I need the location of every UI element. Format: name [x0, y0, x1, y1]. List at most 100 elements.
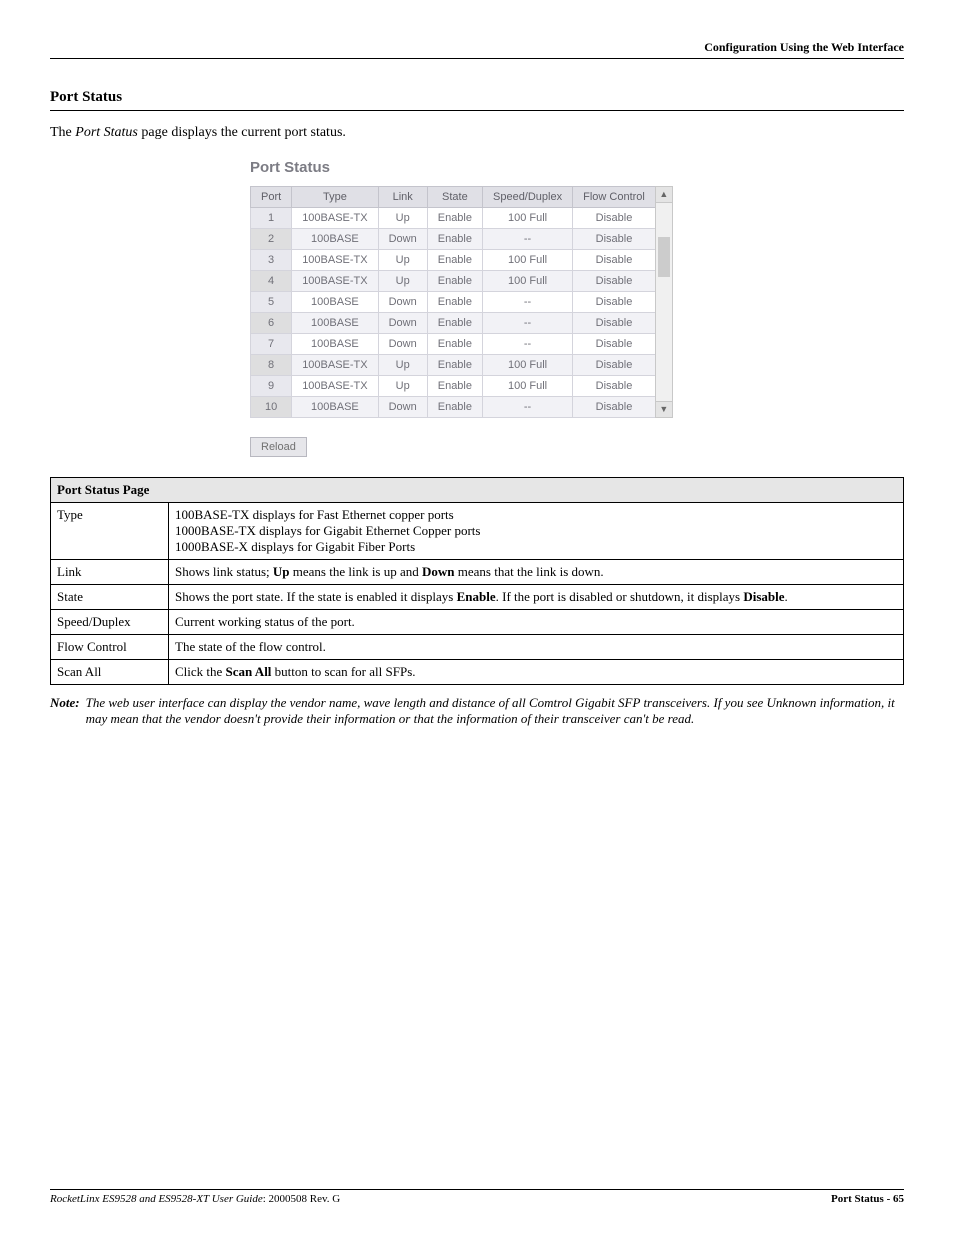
- table-cell: Enable: [427, 292, 482, 313]
- table-row: 5100BASEDownEnable--Disable: [251, 292, 656, 313]
- desc-type-text: 100BASE-TX displays for Fast Ethernet co…: [169, 503, 904, 560]
- desc-scan-label: Scan All: [51, 660, 169, 685]
- table-cell: 2: [251, 229, 292, 250]
- table-cell: Enable: [427, 355, 482, 376]
- table-cell: Disable: [573, 229, 656, 250]
- col-flow-control: Flow Control: [573, 187, 656, 208]
- table-cell: Up: [378, 376, 427, 397]
- table-cell: 100BASE: [292, 313, 378, 334]
- table-row: 2100BASEDownEnable--Disable: [251, 229, 656, 250]
- footer-right: Port Status - 65: [831, 1193, 904, 1205]
- footer-left: RocketLinx ES9528 and ES9528-XT User Gui…: [50, 1193, 340, 1205]
- page-header: Configuration Using the Web Interface: [50, 40, 904, 59]
- table-cell: 100 Full: [483, 355, 573, 376]
- col-link: Link: [378, 187, 427, 208]
- table-cell: Enable: [427, 229, 482, 250]
- table-cell: Disable: [573, 376, 656, 397]
- table-cell: --: [483, 229, 573, 250]
- table-row: 3100BASE-TXUpEnable100 FullDisable: [251, 250, 656, 271]
- table-cell: Enable: [427, 397, 482, 418]
- desc-type-l2: 1000BASE-TX displays for Gigabit Etherne…: [175, 523, 897, 539]
- table-cell: Disable: [573, 292, 656, 313]
- table-cell: 9: [251, 376, 292, 397]
- desc-speed-text: Current working status of the port.: [169, 610, 904, 635]
- page-footer: RocketLinx ES9528 and ES9528-XT User Gui…: [50, 1189, 904, 1205]
- table-cell: 6: [251, 313, 292, 334]
- table-cell: Enable: [427, 313, 482, 334]
- table-row: 10100BASEDownEnable--Disable: [251, 397, 656, 418]
- section-title: Port Status: [50, 89, 904, 111]
- table-cell: Disable: [573, 271, 656, 292]
- table-cell: 100BASE: [292, 229, 378, 250]
- reload-button[interactable]: Reload: [250, 437, 307, 457]
- table-cell: Up: [378, 208, 427, 229]
- table-cell: 10: [251, 397, 292, 418]
- table-cell: 100 Full: [483, 376, 573, 397]
- col-state: State: [427, 187, 482, 208]
- table-row: 4100BASE-TXUpEnable100 FullDisable: [251, 271, 656, 292]
- table-cell: 100BASE-TX: [292, 271, 378, 292]
- desc-speed-label: Speed/Duplex: [51, 610, 169, 635]
- intro-suffix: page displays the current port status.: [138, 125, 346, 140]
- table-cell: 100BASE-TX: [292, 250, 378, 271]
- desc-scan-text: Click the Scan All button to scan for al…: [169, 660, 904, 685]
- note-text: The web user interface can display the v…: [86, 695, 904, 727]
- table-cell: 100BASE: [292, 292, 378, 313]
- table-cell: 100 Full: [483, 208, 573, 229]
- table-cell: Disable: [573, 334, 656, 355]
- desc-type-label: Type: [51, 503, 169, 560]
- table-cell: 3: [251, 250, 292, 271]
- table-cell: Up: [378, 271, 427, 292]
- note-label: Note:: [50, 695, 80, 727]
- table-cell: --: [483, 334, 573, 355]
- table-cell: 100BASE-TX: [292, 355, 378, 376]
- table-cell: 4: [251, 271, 292, 292]
- scrollbar[interactable]: ▲ ▼: [655, 186, 673, 418]
- note-block: Note: The web user interface can display…: [50, 695, 904, 727]
- desc-state-text: Shows the port state. If the state is en…: [169, 585, 904, 610]
- port-status-table: Port Type Link State Speed/Duplex Flow C…: [250, 186, 656, 418]
- scroll-down-icon[interactable]: ▼: [656, 401, 672, 417]
- table-row: 6100BASEDownEnable--Disable: [251, 313, 656, 334]
- desc-type-l1: 100BASE-TX displays for Fast Ethernet co…: [175, 507, 897, 523]
- table-cell: Enable: [427, 208, 482, 229]
- table-cell: Enable: [427, 271, 482, 292]
- table-cell: 100BASE: [292, 397, 378, 418]
- table-cell: --: [483, 292, 573, 313]
- table-cell: Up: [378, 355, 427, 376]
- table-row: 9100BASE-TXUpEnable100 FullDisable: [251, 376, 656, 397]
- description-table: Port Status Page Type 100BASE-TX display…: [50, 477, 904, 685]
- screenshot-region: Port Status Port Type Link State Speed/D…: [250, 159, 904, 457]
- intro-paragraph: The Port Status page displays the curren…: [50, 125, 904, 141]
- scroll-up-icon[interactable]: ▲: [656, 187, 672, 203]
- scroll-thumb[interactable]: [658, 237, 670, 277]
- table-cell: Down: [378, 292, 427, 313]
- intro-prefix: The: [50, 125, 75, 140]
- table-cell: Enable: [427, 250, 482, 271]
- table-cell: Down: [378, 313, 427, 334]
- table-cell: Disable: [573, 355, 656, 376]
- table-cell: Enable: [427, 334, 482, 355]
- table-cell: 7: [251, 334, 292, 355]
- screenshot-title: Port Status: [250, 159, 904, 176]
- table-cell: Disable: [573, 397, 656, 418]
- table-row: 8100BASE-TXUpEnable100 FullDisable: [251, 355, 656, 376]
- desc-type-l3: 1000BASE-X displays for Gigabit Fiber Po…: [175, 539, 897, 555]
- table-cell: 100BASE-TX: [292, 376, 378, 397]
- table-cell: Disable: [573, 250, 656, 271]
- table-cell: Down: [378, 334, 427, 355]
- table-cell: Up: [378, 250, 427, 271]
- table-cell: Down: [378, 229, 427, 250]
- table-cell: 100 Full: [483, 250, 573, 271]
- table-cell: 100 Full: [483, 271, 573, 292]
- col-speed-duplex: Speed/Duplex: [483, 187, 573, 208]
- table-row: 7100BASEDownEnable--Disable: [251, 334, 656, 355]
- table-cell: 5: [251, 292, 292, 313]
- table-cell: --: [483, 313, 573, 334]
- header-right: Configuration Using the Web Interface: [704, 40, 904, 54]
- table-cell: 1: [251, 208, 292, 229]
- table-cell: 100BASE-TX: [292, 208, 378, 229]
- table-row: 1100BASE-TXUpEnable100 FullDisable: [251, 208, 656, 229]
- table-cell: Disable: [573, 208, 656, 229]
- table-cell: Disable: [573, 313, 656, 334]
